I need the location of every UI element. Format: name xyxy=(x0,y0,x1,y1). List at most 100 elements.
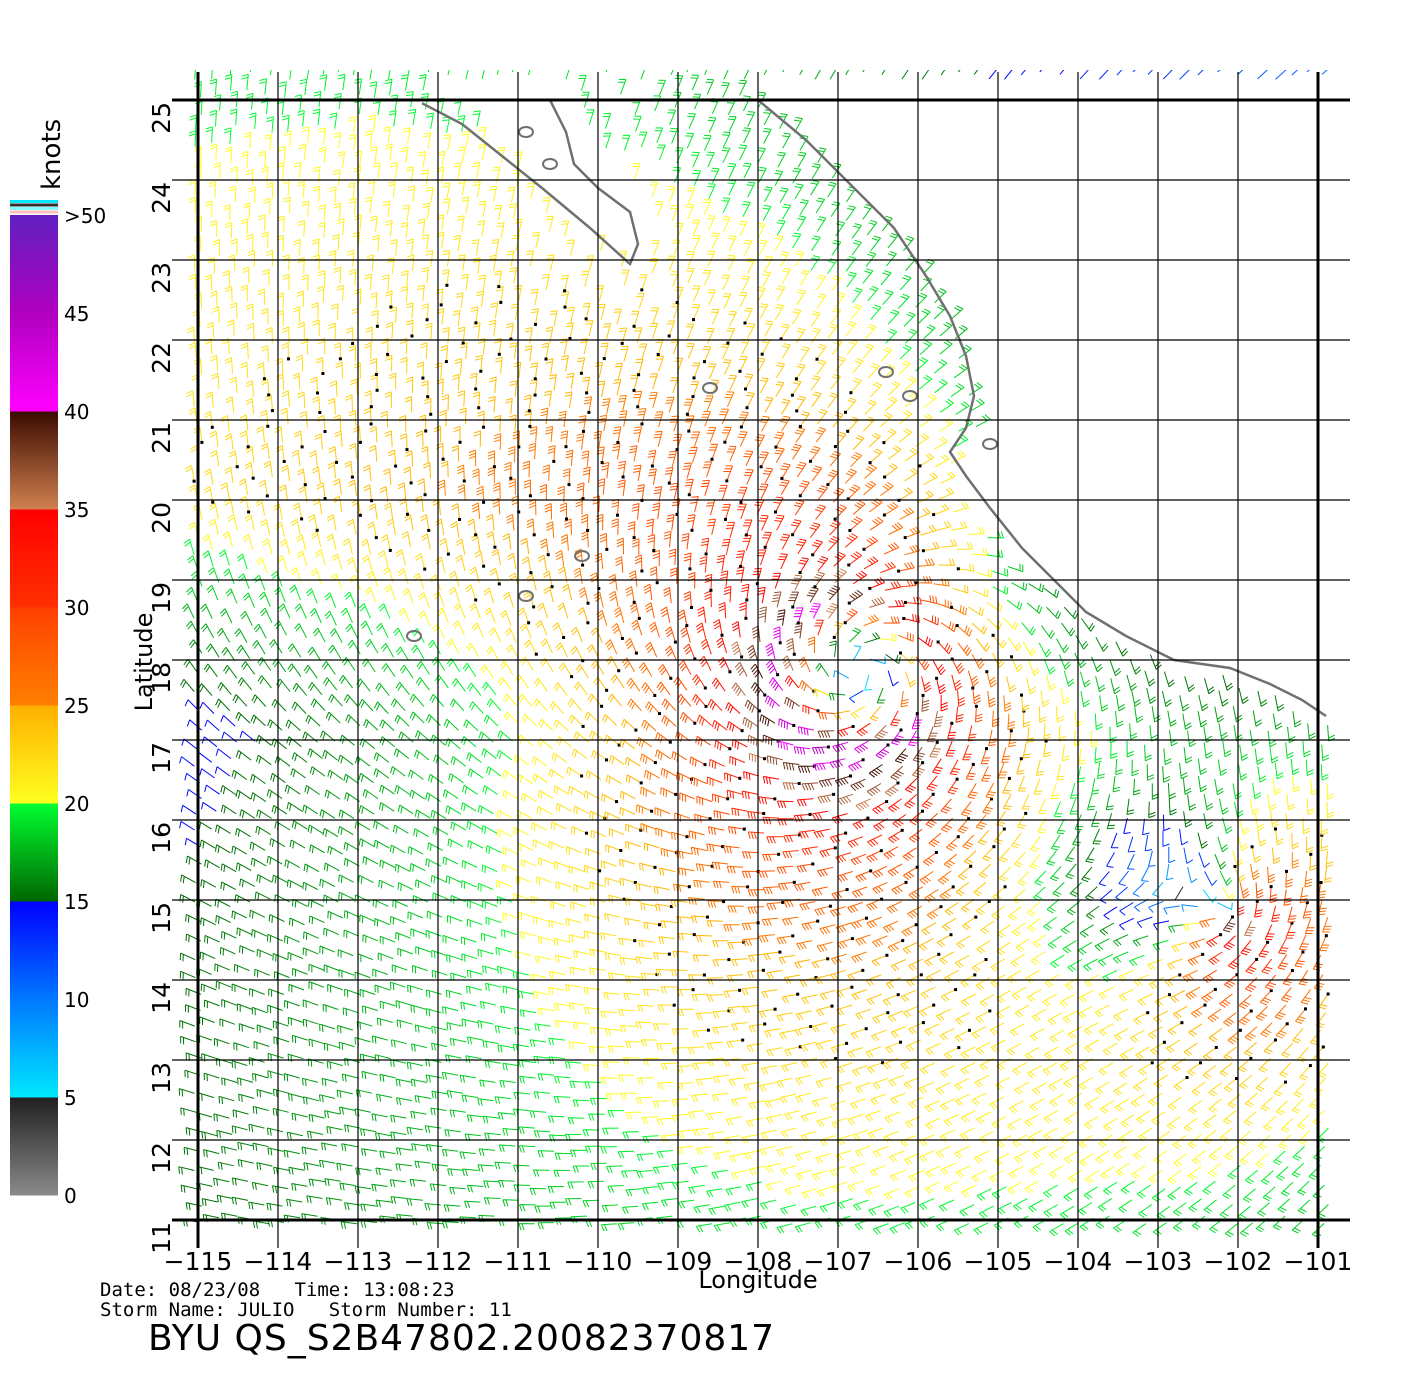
wind-barb xyxy=(1286,794,1295,811)
wind-barb xyxy=(912,746,926,763)
wind-barb xyxy=(583,930,601,939)
legend-band xyxy=(10,901,58,1000)
wind-barb xyxy=(321,661,336,675)
wind-barb xyxy=(294,603,307,619)
wind-barb xyxy=(338,674,354,689)
wind-barb xyxy=(950,450,966,464)
wind-barb xyxy=(548,840,565,850)
wind-barb xyxy=(1015,938,1030,952)
wind-barb xyxy=(518,1059,535,1068)
wind-barb xyxy=(1064,977,1080,991)
wind-barb xyxy=(625,897,642,906)
wind-barb xyxy=(690,74,700,91)
wind-barb xyxy=(1306,70,1310,73)
wind-barb xyxy=(204,934,220,944)
wind-barb xyxy=(1219,870,1233,886)
latitude-tick: 11 xyxy=(147,1222,176,1254)
wind-barb xyxy=(670,271,680,287)
wind-barb xyxy=(791,308,802,325)
wind-barb xyxy=(379,935,396,945)
wind-barb xyxy=(667,450,677,467)
wind-barb xyxy=(705,327,715,344)
wind-barb xyxy=(1012,1062,1027,1076)
wind-barb xyxy=(799,901,816,911)
wind-barb xyxy=(1119,917,1135,931)
wind-barb xyxy=(918,558,935,567)
wind-barb xyxy=(918,308,931,324)
wind-barb xyxy=(415,677,430,691)
wind-barb xyxy=(469,372,478,391)
wind-barb xyxy=(573,950,590,959)
wind-barb xyxy=(421,533,431,550)
wind-barb xyxy=(197,683,213,696)
wind-barb xyxy=(1214,778,1224,796)
wind-barb xyxy=(867,285,879,302)
wind-barb xyxy=(325,711,341,724)
wind-barb xyxy=(1234,801,1244,818)
wind-barb xyxy=(570,901,587,910)
wind-barb xyxy=(758,796,777,805)
wind-barb xyxy=(799,976,818,988)
wind-barb xyxy=(971,1169,987,1183)
wind-barb xyxy=(410,1004,427,1013)
wind-barb xyxy=(472,110,481,127)
wind-barb xyxy=(947,721,957,740)
wind-barb xyxy=(856,722,871,737)
wind-barb xyxy=(537,789,554,800)
wind-barb xyxy=(1184,676,1195,692)
wind-barb xyxy=(1259,989,1273,1006)
wind-barb xyxy=(634,554,644,573)
wind-barb xyxy=(706,427,717,443)
wind-barb xyxy=(373,701,389,714)
wind-barb xyxy=(523,479,532,498)
wind-barb xyxy=(236,644,251,659)
wind-barb xyxy=(567,698,583,712)
wind-barb xyxy=(883,1130,899,1143)
wind-barb xyxy=(1092,828,1102,845)
wind-barb xyxy=(951,521,968,531)
wind-barb xyxy=(798,829,815,839)
wind-barb xyxy=(976,569,993,578)
wind-barb xyxy=(741,986,758,996)
wind-barb xyxy=(625,840,641,850)
wind-barb xyxy=(327,984,343,993)
wind-barb xyxy=(762,271,771,288)
wind-barb xyxy=(229,108,238,126)
wind-barb xyxy=(358,772,374,784)
wind-barb xyxy=(833,710,850,721)
wind-barb xyxy=(1298,1129,1311,1145)
wind-barb xyxy=(1203,742,1213,759)
wind-barb xyxy=(1098,1062,1114,1076)
wind-barb xyxy=(584,864,602,874)
wind-barb xyxy=(1017,871,1030,887)
wind-barb xyxy=(793,622,803,639)
wind-barb xyxy=(1060,920,1075,935)
wind-barb xyxy=(1084,1096,1099,1110)
wind-barb xyxy=(727,254,736,271)
wind-barb xyxy=(929,740,941,758)
wind-barb xyxy=(607,1045,625,1053)
wind-barb xyxy=(487,466,495,484)
wind-barb xyxy=(413,828,429,838)
wind-barb xyxy=(1048,1165,1064,1179)
wind-barb xyxy=(988,70,997,80)
wind-barb xyxy=(1008,729,1017,748)
wind-barb xyxy=(946,835,960,852)
wind-barb xyxy=(555,802,572,812)
wind-barb xyxy=(1240,940,1252,956)
wind-barb xyxy=(502,1128,519,1136)
wind-barb xyxy=(1134,706,1144,723)
wind-barb xyxy=(585,320,594,337)
wind-barb xyxy=(294,430,304,449)
wind-barb xyxy=(908,1096,924,1109)
wind-barb xyxy=(852,645,862,661)
wind-barb xyxy=(904,1153,920,1166)
wind-barb xyxy=(618,1009,635,1017)
wind-barb xyxy=(542,197,551,214)
wind-barb xyxy=(706,215,716,232)
wind-barb xyxy=(333,132,342,149)
wind-barb xyxy=(445,1054,462,1063)
wind-barb xyxy=(437,479,446,496)
wind-barb xyxy=(811,539,823,557)
wind-barb xyxy=(442,1221,459,1229)
